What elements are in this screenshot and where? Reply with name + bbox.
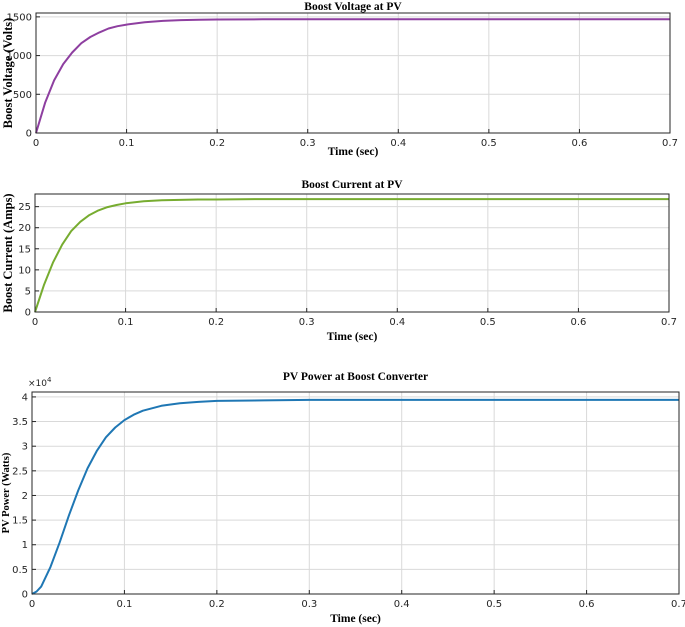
y-tick-label: 2.5	[12, 466, 28, 477]
y-tick-label: 25	[18, 202, 31, 213]
series-line	[35, 18, 670, 134]
y-tick-label: 500	[13, 90, 32, 101]
y-tick-label: 1500	[7, 12, 32, 23]
y-tick-label: 3.5	[12, 417, 28, 428]
y-tick-label: 5	[25, 286, 31, 297]
y-tick-label: 1.5	[12, 516, 28, 527]
x-tick-label: 0	[29, 599, 35, 610]
x-tick-label: 0.2	[209, 138, 225, 149]
x-axis-label: Time (sec)	[327, 331, 378, 343]
x-tick-label: 0	[32, 317, 38, 328]
chart-3: 0 0.1 0.2 0.3 0.4 0.5 0.6 0.7 0 0.5 1 1.5 2 2.5 3 3.5 4×…	[1, 371, 685, 625]
x-tick-label: 0.1	[119, 138, 135, 149]
y-tick-label: 1	[22, 540, 28, 551]
x-axis-label: Time (sec)	[328, 146, 379, 158]
x-tick-label: 0.4	[389, 317, 405, 328]
axes-box	[34, 193, 670, 313]
x-tick-label: 0.6	[571, 138, 587, 149]
y-tick-label: 0.5	[12, 565, 28, 576]
x-tick-label: 0.2	[208, 317, 224, 328]
chart-title: PV Power at Boost Converter	[283, 371, 428, 383]
x-tick-label: 0.3	[301, 599, 317, 610]
y-tick-label: 15	[18, 244, 31, 255]
x-tick-label: 0.3	[300, 138, 316, 149]
x-tick-label: 0.1	[118, 317, 134, 328]
y-tick-label: 1000	[7, 51, 32, 62]
chart-1: 0 0.1 0.2 0.3 0.4 0.5 0.6 0.7050010001500Boost …	[1, 1, 678, 158]
series-line	[31, 398, 679, 595]
x-tick-label: 0.6	[570, 317, 586, 328]
x-tick-label: 0.2	[209, 599, 225, 610]
y-axis-label: Boost Current (Amps)	[1, 193, 15, 312]
y-tick-label: 0	[22, 590, 28, 601]
series-line	[34, 198, 669, 313]
y-tick-label: 4	[22, 392, 28, 403]
y-axis-label: Boost Voltage (Volts)	[1, 18, 15, 129]
y-tick-label: 3	[22, 442, 28, 453]
x-tick-label: 0	[33, 138, 39, 149]
x-tick-label: 0.6	[579, 599, 595, 610]
x-tick-label: 0.7	[671, 599, 685, 610]
x-tick-label: 0.5	[486, 599, 502, 610]
y-tick-label: 0	[26, 129, 32, 140]
x-axis-label: Time (sec)	[330, 613, 381, 625]
x-tick-label: 0.7	[661, 317, 677, 328]
y-tick-label: 2	[22, 491, 28, 502]
plot-area	[32, 392, 679, 594]
x-tick-label: 0.1	[116, 599, 132, 610]
y-tick-label: 0	[25, 308, 31, 319]
chart-title: Boost Voltage at PV	[304, 1, 402, 13]
x-tick-label: 0.5	[481, 138, 497, 149]
grid	[34, 194, 670, 313]
y-scale-exponent: ×104	[28, 376, 52, 389]
x-tick-label: 0.4	[394, 599, 410, 610]
axes-box	[35, 12, 671, 134]
axes-box	[31, 391, 680, 595]
plot-area	[36, 13, 670, 133]
x-tick-label: 0.7	[662, 138, 678, 149]
plot-area	[35, 194, 669, 312]
y-tick-label: 20	[18, 223, 31, 234]
x-tick-label: 0.5	[480, 317, 496, 328]
y-tick-label: 10	[18, 265, 31, 276]
x-tick-label: 0.4	[390, 138, 406, 149]
chart-title: Boost Current at PV	[301, 179, 403, 191]
y-axis-label: PV Power (Watts)	[1, 452, 12, 533]
x-tick-label: 0.3	[299, 317, 315, 328]
